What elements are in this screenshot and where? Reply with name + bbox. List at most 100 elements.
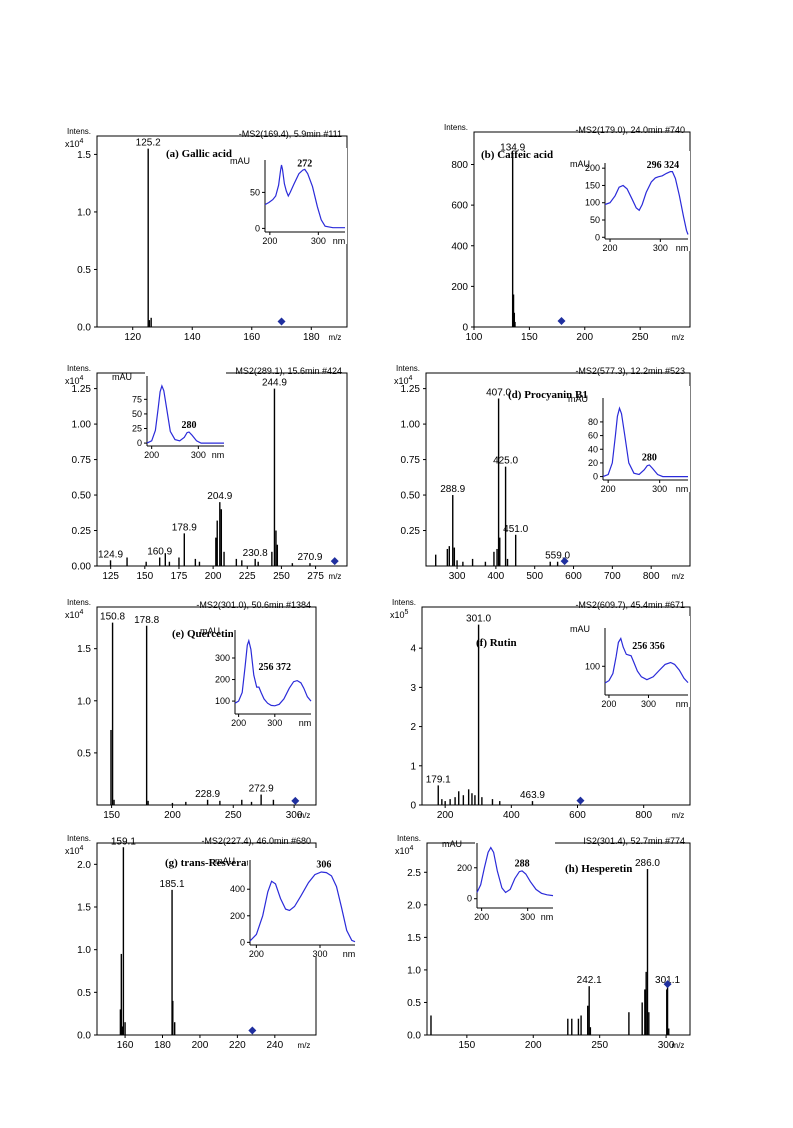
inset-x-tick-label: 200: [144, 450, 159, 460]
y-axis-label: Intens.: [444, 123, 468, 132]
uv-absorbance-curve: [604, 637, 689, 684]
x-tick-label: 100: [466, 332, 483, 343]
x-tick-label: 175: [171, 571, 188, 582]
inset-y-label: mAU: [215, 856, 235, 866]
panel-title: (g) trans-Resveratrol: [165, 857, 263, 869]
inset-y-label: mAU: [570, 624, 590, 634]
inset-x-label: nm: [676, 484, 689, 494]
peak-label: 242.1: [577, 975, 602, 986]
y-tick-label: 1.0: [407, 965, 421, 976]
peak-label: 150.8: [100, 612, 125, 623]
inset-x-tick-label: 300: [311, 236, 326, 246]
y-exponent-base: x10: [65, 376, 80, 386]
peak-label: 559.0: [545, 551, 570, 562]
y-tick-label: 0: [410, 801, 416, 812]
y-axis-exponent: x105: [390, 609, 409, 620]
y-exponent-power: 5: [405, 609, 409, 616]
inset-x-tick-label: 200: [231, 718, 246, 728]
x-axis-label: m/z: [329, 572, 342, 581]
y-exponent-base: x10: [390, 610, 405, 620]
y-tick-label: 1.5: [77, 644, 91, 655]
y-axis-exponent: x104: [65, 375, 84, 386]
plot-frame: [96, 606, 317, 806]
precursor-ion-marker: [663, 980, 672, 989]
x-axis-label: m/z: [672, 572, 685, 581]
y-axis-label: Intens.: [396, 364, 420, 373]
x-tick-label: 200: [192, 1040, 209, 1051]
x-tick-label: 250: [225, 810, 242, 821]
inset-y-label: mAU: [230, 156, 250, 166]
precursor-ion-marker: [576, 796, 585, 805]
y-tick-label: 1: [410, 761, 416, 772]
inset-x-label: nm: [541, 912, 554, 922]
inset-y-tick-label: 100: [585, 198, 600, 208]
x-tick-label: 150: [459, 1040, 476, 1051]
y-tick-label: 600: [451, 201, 468, 212]
uv-max-label: 296 324: [647, 160, 680, 171]
x-tick-label: 180: [154, 1040, 171, 1051]
y-tick-label: 2.5: [407, 868, 421, 879]
x-tick-label: 300: [658, 1040, 675, 1051]
peak-label: 244.9: [262, 378, 287, 389]
x-tick-label: 120: [124, 332, 141, 343]
inset-y-tick-label: 200: [215, 675, 230, 685]
inset-x-label: nm: [212, 450, 225, 460]
uv-inset: mAU nm 200 300 0 25 50 75 280: [112, 364, 226, 460]
x-axis-label: m/z: [329, 333, 342, 342]
uv-inset: mAU nm 200 300 100 256 356: [570, 616, 690, 709]
inset-y-tick-label: 200: [585, 163, 600, 173]
x-axis-label: m/z: [298, 1041, 311, 1050]
inset-y-label: mAU: [568, 394, 588, 404]
x-axis-label: m/z: [672, 811, 685, 820]
x-tick-label: 150: [103, 810, 120, 821]
peak-label: 288.9: [440, 484, 465, 495]
uv-absorbance-curve: [476, 846, 554, 897]
y-exponent-power: 4: [409, 375, 413, 382]
panel-title: (d) Procyanin B1: [508, 389, 588, 401]
peak-label: 228.9: [195, 789, 220, 800]
uv-max-label: 272: [297, 158, 312, 169]
y-tick-label: 1.25: [72, 384, 92, 395]
y-tick-label: 400: [451, 241, 468, 252]
ms2-scan-label: IS2(301.4), 52.7min #774: [583, 836, 685, 846]
uv-max-label: 288: [515, 858, 530, 869]
peak-label: 425.0: [493, 456, 518, 467]
y-tick-label: 2.0: [407, 900, 421, 911]
y-tick-label: 1.0: [77, 207, 91, 218]
ms2-scan-label: -MS2(609.7), 45.4min #671: [575, 600, 685, 610]
peak-label: 230.8: [243, 548, 268, 559]
y-tick-label: 0.5: [77, 988, 91, 999]
y-exponent-base: x10: [65, 846, 80, 856]
uv-max-label: 256 356: [632, 641, 665, 652]
inset-y-label: mAU: [200, 626, 220, 636]
x-tick-label: 140: [184, 332, 201, 343]
inset-x-tick-label: 300: [267, 718, 282, 728]
uv-inset: mAU nm 200 300 0 50 272: [230, 148, 347, 246]
peak-label: 286.0: [635, 858, 660, 869]
x-tick-label: 400: [488, 571, 505, 582]
y-axis-label: Intens.: [67, 834, 91, 843]
precursor-ion-marker: [277, 317, 286, 326]
peak-label: 272.9: [249, 784, 274, 795]
y-axis-exponent: x104: [65, 845, 84, 856]
y-tick-label: 1.5: [77, 150, 91, 161]
x-tick-label: 275: [307, 571, 324, 582]
y-exponent-power: 4: [410, 845, 414, 852]
y-tick-label: 1.0: [77, 945, 91, 956]
peak-label: 159.1: [111, 836, 136, 847]
y-exponent-base: x10: [65, 610, 80, 620]
y-exponent-base: x10: [395, 846, 410, 856]
x-tick-label: 200: [576, 332, 593, 343]
chart-panel-5: Intens. x104 -MS2(301.0), 50.6min #1384 (e)…: [65, 598, 317, 821]
inset-x-tick-label: 200: [249, 949, 264, 959]
inset-y-tick-label: 0: [240, 937, 245, 947]
precursor-ion-marker: [560, 557, 569, 566]
x-tick-label: 150: [521, 332, 538, 343]
inset-y-tick-label: 0: [255, 223, 260, 233]
inset-y-tick-label: 400: [230, 884, 245, 894]
uv-max-label: 280: [642, 453, 657, 464]
chart-panel-8: Intens. x104 IS2(301.4), 52.7min #774 (h) H…: [395, 831, 691, 1051]
inset-y-tick-label: 60: [588, 431, 598, 441]
